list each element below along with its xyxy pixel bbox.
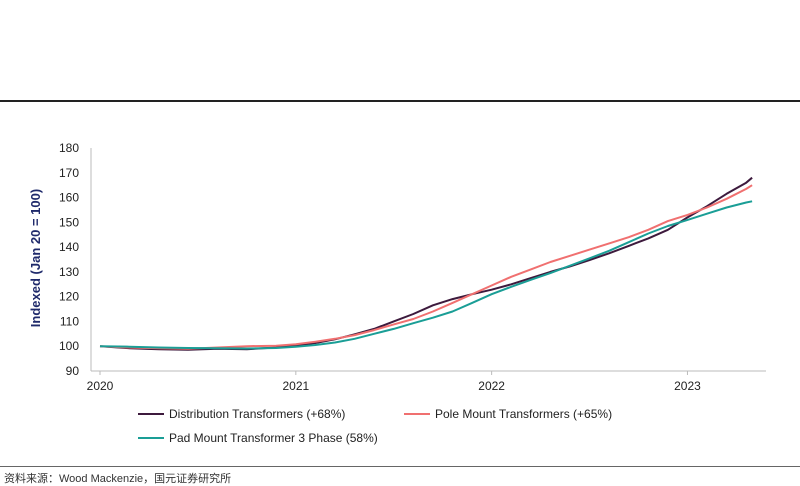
y-tick-label: 180 (59, 141, 79, 155)
x-tick-label: 2023 (674, 379, 701, 393)
legend-label-1: Distribution Transformers (+68%) (169, 407, 345, 421)
y-tick-label: 110 (60, 314, 79, 328)
legend-label-3: Pad Mount Transformer 3 Phase (58%) (169, 431, 378, 445)
y-tick-label: 160 (59, 191, 79, 205)
legend-label-2: Pole Mount Transformers (+65%) (435, 407, 612, 421)
y-tick-label: 100 (59, 339, 79, 353)
source-note: 资料来源：Wood Mackenzie，国元证券研究所 (4, 473, 232, 485)
y-axis-label-group: Indexed (Jan 20 = 100) (28, 189, 43, 327)
x-tick-label: 2020 (87, 379, 114, 393)
bottom-divider (0, 466, 800, 467)
x-tick-label: 2021 (282, 379, 309, 393)
series-layer (99, 176, 753, 351)
series-line-1 (99, 176, 753, 351)
top-divider (0, 100, 800, 102)
chart-axes: 90 100 110 120 130 140 150 160 170 180 2020 2021 202… (59, 141, 766, 393)
y-tick-label: 120 (59, 290, 79, 304)
series-line-3 (99, 200, 753, 350)
y-tick-label: 90 (66, 364, 80, 378)
series-line-2 (99, 184, 753, 350)
y-axis-label: Indexed (Jan 20 = 100) (28, 189, 43, 327)
y-tick-label: 130 (59, 265, 79, 279)
y-tick-label: 170 (59, 166, 79, 180)
y-tick-label: 150 (59, 215, 79, 229)
x-tick-label: 2022 (478, 379, 505, 393)
legend: Distribution Transformers (+68%) Pole Mou… (138, 407, 612, 445)
y-tick-label: 140 (59, 240, 79, 254)
